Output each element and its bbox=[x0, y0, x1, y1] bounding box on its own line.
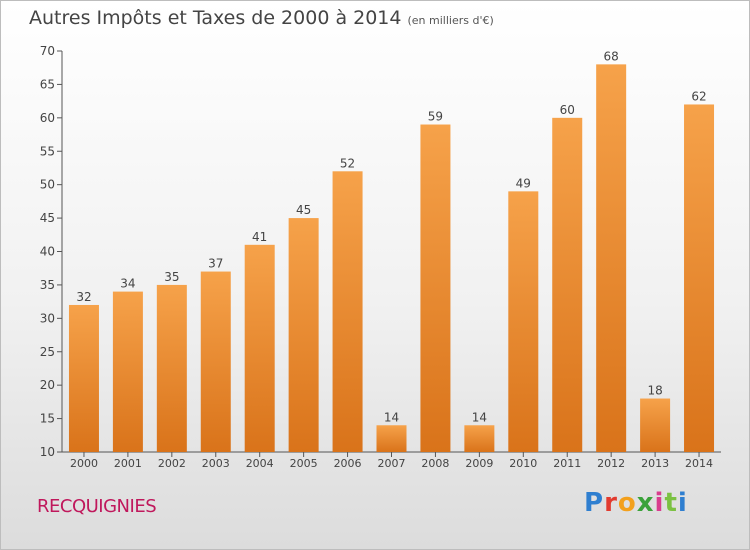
y-tick-label: 30 bbox=[40, 311, 55, 325]
y-tick-label: 35 bbox=[40, 278, 55, 292]
x-tick-label: 2011 bbox=[553, 457, 581, 470]
y-tick-label: 65 bbox=[40, 77, 55, 91]
x-tick-label: 2000 bbox=[70, 457, 98, 470]
town-name: RECQUIGNIES bbox=[37, 496, 157, 517]
data-label: 52 bbox=[340, 156, 355, 170]
x-tick-label: 2013 bbox=[641, 457, 669, 470]
bar bbox=[596, 64, 627, 452]
bar bbox=[156, 284, 187, 452]
data-label: 45 bbox=[296, 203, 311, 217]
x-tick-label: 2001 bbox=[114, 457, 142, 470]
data-label: 59 bbox=[428, 110, 443, 124]
bar bbox=[112, 291, 143, 452]
x-tick-label: 2005 bbox=[290, 457, 318, 470]
bar bbox=[464, 425, 495, 452]
x-tick-label: 2012 bbox=[597, 457, 625, 470]
bar bbox=[508, 191, 539, 452]
chart-title-text: Autres Impôts et Taxes de 2000 à 2014 bbox=[29, 7, 402, 29]
data-label: 35 bbox=[164, 270, 179, 284]
logo-letter: r bbox=[604, 488, 618, 518]
data-label: 14 bbox=[384, 410, 399, 424]
bar bbox=[552, 117, 583, 452]
x-tick-label: 2002 bbox=[158, 457, 186, 470]
data-label: 34 bbox=[120, 277, 135, 291]
logo-letter: i bbox=[677, 488, 688, 518]
y-tick-label: 10 bbox=[40, 445, 55, 459]
data-label: 62 bbox=[691, 89, 706, 103]
x-tick-label: 2004 bbox=[246, 457, 274, 470]
y-tick-label: 15 bbox=[40, 412, 55, 426]
data-label: 14 bbox=[472, 410, 487, 424]
data-label: 18 bbox=[647, 384, 662, 398]
x-tick-label: 2014 bbox=[685, 457, 713, 470]
y-tick-label: 40 bbox=[40, 245, 55, 259]
data-label: 32 bbox=[76, 290, 91, 304]
bar bbox=[68, 304, 99, 452]
proxiti-logo: Proxiti bbox=[584, 488, 688, 518]
logo-letter: o bbox=[617, 488, 637, 518]
bar bbox=[332, 171, 363, 453]
x-tick-label: 2003 bbox=[202, 457, 230, 470]
y-tick-label: 20 bbox=[40, 378, 55, 392]
y-tick-label: 55 bbox=[40, 144, 55, 158]
x-tick-label: 2009 bbox=[465, 457, 493, 470]
y-tick-label: 60 bbox=[40, 111, 55, 125]
logo-letter: P bbox=[584, 488, 605, 518]
bar bbox=[200, 271, 231, 452]
data-label: 60 bbox=[560, 103, 575, 117]
y-tick-label: 45 bbox=[40, 211, 55, 225]
bar bbox=[640, 398, 671, 452]
logo-letter: t bbox=[664, 488, 678, 518]
x-tick-label: 2007 bbox=[378, 457, 406, 470]
logo-letter: x bbox=[636, 488, 655, 518]
bar bbox=[288, 218, 319, 452]
bar bbox=[420, 124, 451, 453]
bar bbox=[376, 425, 407, 452]
chart-title: Autres Impôts et Taxes de 2000 à 2014 (en… bbox=[29, 7, 494, 29]
x-tick-label: 2006 bbox=[334, 457, 362, 470]
bar bbox=[684, 104, 715, 452]
y-tick-label: 50 bbox=[40, 178, 55, 192]
data-label: 41 bbox=[252, 230, 267, 244]
data-label: 68 bbox=[604, 49, 619, 63]
data-label: 37 bbox=[208, 257, 223, 271]
unit-note: (en milliers d'€) bbox=[407, 14, 494, 27]
y-tick-label: 25 bbox=[40, 345, 55, 359]
x-tick-label: 2008 bbox=[421, 457, 449, 470]
data-label: 49 bbox=[516, 176, 531, 190]
logo-letter: i bbox=[654, 488, 665, 518]
y-tick-label: 70 bbox=[40, 44, 55, 58]
bar bbox=[244, 244, 275, 452]
x-tick-label: 2010 bbox=[509, 457, 537, 470]
